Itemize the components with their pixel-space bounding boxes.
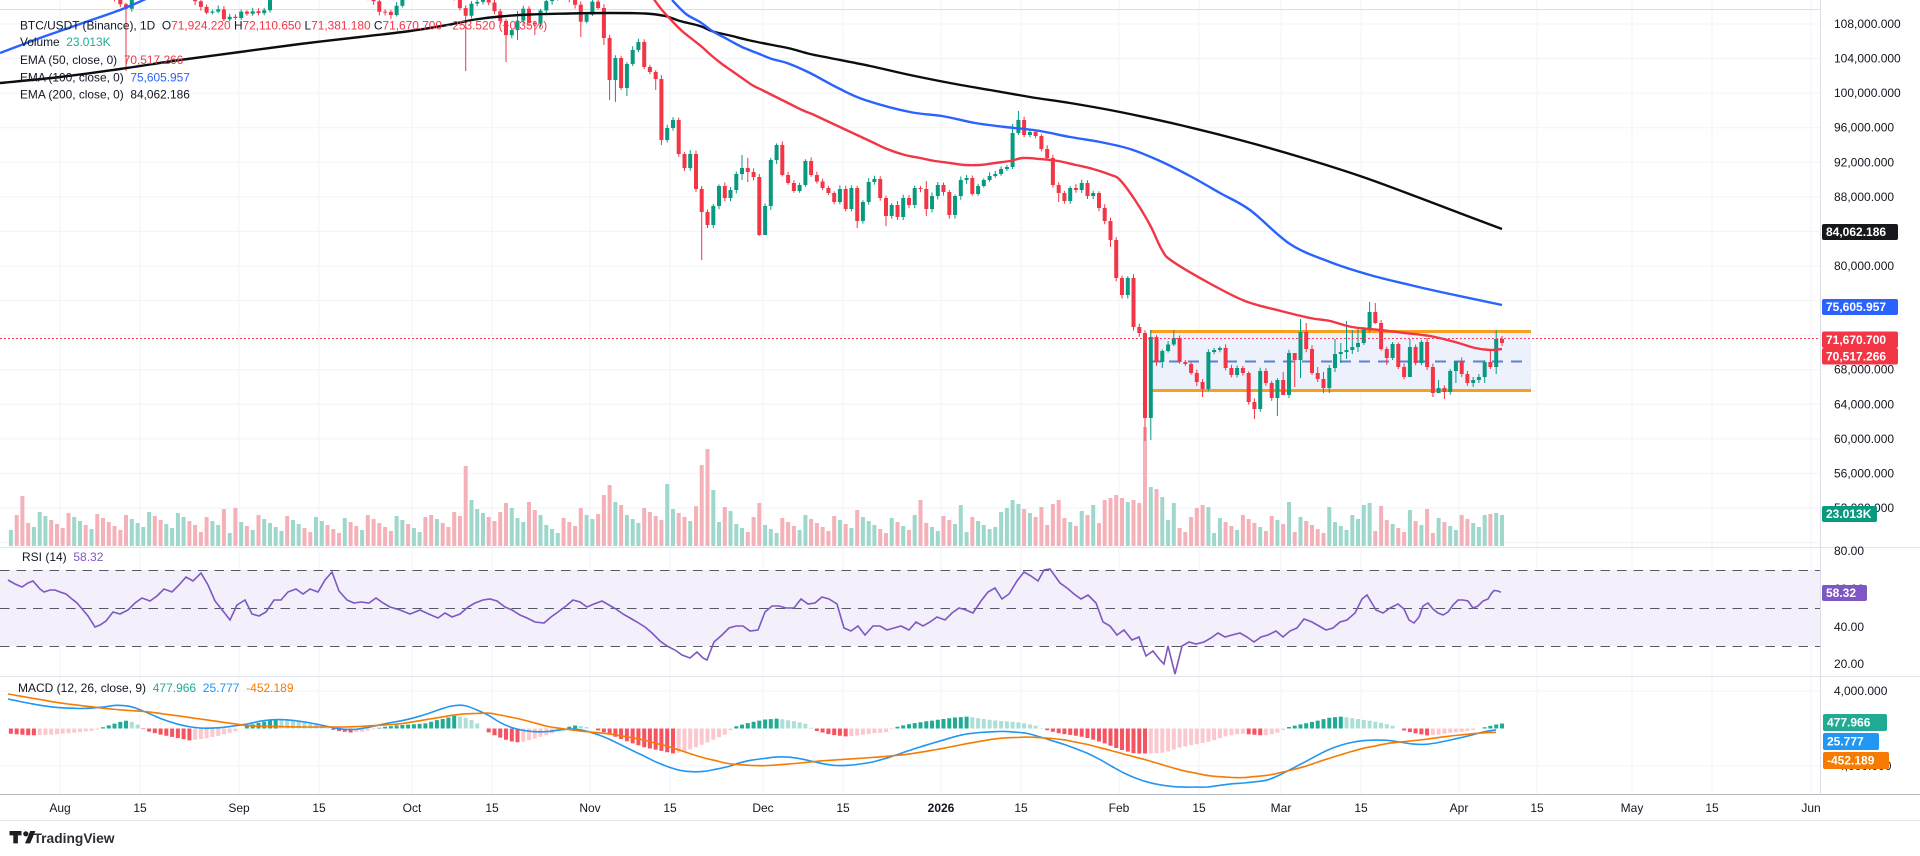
svg-text:Volume 23.013K: Volume 23.013K — [20, 35, 111, 49]
svg-text:15: 15 — [1530, 801, 1544, 815]
svg-text:2026: 2026 — [928, 801, 955, 815]
svg-text:15: 15 — [1354, 801, 1368, 815]
svg-text:May: May — [1621, 801, 1644, 815]
svg-text:15: 15 — [312, 801, 326, 815]
svg-text:Dec: Dec — [752, 801, 773, 815]
svg-text:15: 15 — [133, 801, 147, 815]
svg-text:108,000.000: 108,000.000 — [1834, 17, 1901, 31]
svg-text:MACD (12, 26, close, 9) 477.9: MACD (12, 26, close, 9) 477.966 25.777 -… — [18, 681, 294, 695]
svg-text:75,605.957: 75,605.957 — [1826, 300, 1886, 314]
svg-text:Apr: Apr — [1450, 801, 1469, 815]
svg-text:104,000.000: 104,000.000 — [1834, 52, 1901, 66]
svg-text:Aug: Aug — [49, 801, 70, 815]
svg-text:Jun: Jun — [1801, 801, 1820, 815]
svg-text:25.777: 25.777 — [1827, 735, 1864, 749]
svg-text:477.966: 477.966 — [1827, 716, 1871, 730]
svg-text:TradingView: TradingView — [34, 831, 115, 846]
svg-text:EMA (200, close, 0) 84,062.18: EMA (200, close, 0) 84,062.186 — [20, 88, 190, 102]
svg-text:Feb: Feb — [1109, 801, 1130, 815]
svg-text:40.00: 40.00 — [1834, 620, 1864, 634]
svg-text:80.00: 80.00 — [1834, 544, 1864, 558]
svg-text:88,000.000: 88,000.000 — [1834, 190, 1894, 204]
svg-text:EMA (50, close, 0) 70,517.266: EMA (50, close, 0) 70,517.266 — [20, 53, 184, 67]
svg-text:68,000.000: 68,000.000 — [1834, 363, 1894, 377]
svg-text:15: 15 — [1705, 801, 1719, 815]
svg-text:64,000.000: 64,000.000 — [1834, 397, 1894, 411]
svg-text:4,000.000: 4,000.000 — [1834, 684, 1888, 698]
svg-text:70,517.266: 70,517.266 — [1826, 349, 1886, 363]
svg-text:58.32: 58.32 — [1826, 586, 1856, 600]
svg-text:Mar: Mar — [1271, 801, 1292, 815]
svg-text:Sep: Sep — [228, 801, 250, 815]
svg-text:Oct: Oct — [403, 801, 422, 815]
svg-text:20.00: 20.00 — [1834, 657, 1864, 671]
svg-text:15: 15 — [836, 801, 850, 815]
svg-text:BTC/USDT (Binance), 1D O71,92: BTC/USDT (Binance), 1D O71,924.220 H72,1… — [20, 19, 547, 33]
svg-text:RSI (14) 58.32: RSI (14) 58.32 — [22, 550, 104, 564]
svg-text:-452.189: -452.189 — [1827, 754, 1875, 768]
svg-text:56,000.000: 56,000.000 — [1834, 466, 1894, 480]
svg-text:EMA (100, close, 0) 75,605.95: EMA (100, close, 0) 75,605.957 — [20, 71, 190, 85]
svg-text:60,000.000: 60,000.000 — [1834, 432, 1894, 446]
svg-text:84,062.186: 84,062.186 — [1826, 225, 1886, 239]
svg-text:96,000.000: 96,000.000 — [1834, 121, 1894, 135]
svg-text:15: 15 — [663, 801, 677, 815]
svg-text:Nov: Nov — [579, 801, 600, 815]
svg-text:92,000.000: 92,000.000 — [1834, 155, 1894, 169]
svg-text:15: 15 — [1192, 801, 1206, 815]
svg-text:15: 15 — [485, 801, 499, 815]
svg-text:71,670.700: 71,670.700 — [1826, 333, 1886, 347]
svg-text:23.013K: 23.013K — [1826, 507, 1872, 521]
svg-text:15: 15 — [1014, 801, 1028, 815]
svg-text:100,000.000: 100,000.000 — [1834, 86, 1901, 100]
svg-text:80,000.000: 80,000.000 — [1834, 259, 1894, 273]
